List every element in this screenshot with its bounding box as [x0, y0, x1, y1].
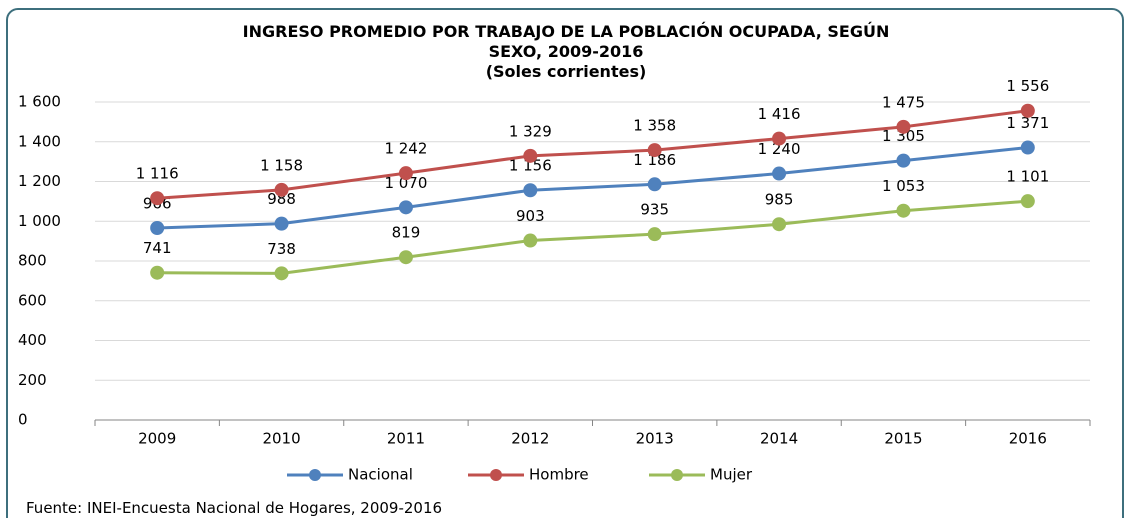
title-block: INGRESO PROMEDIO POR TRABAJO DE LA POBLA… [0, 22, 1132, 82]
data-label: 985 [765, 191, 794, 209]
point [896, 153, 911, 168]
data-label: 903 [516, 207, 545, 225]
legend-marker [671, 469, 683, 481]
data-label: 1 556 [1006, 77, 1049, 95]
y-tick-label: 1 000 [18, 212, 61, 230]
point [274, 216, 289, 231]
point [523, 233, 538, 248]
point [772, 131, 787, 146]
series-line [157, 146, 1028, 230]
y-tick-label: 200 [18, 371, 47, 389]
point [896, 119, 911, 134]
point [150, 191, 165, 206]
point [772, 166, 787, 181]
point [1020, 194, 1035, 209]
point [274, 266, 289, 281]
data-label: 1 475 [882, 93, 925, 111]
point [398, 166, 413, 181]
y-tick-label: 1 200 [18, 172, 61, 190]
data-label: 741 [143, 239, 172, 257]
chart-subtitle: (Soles corrientes) [485, 62, 647, 81]
legend-label: Mujer [710, 466, 753, 484]
data-label: 1 329 [509, 122, 552, 140]
point [647, 227, 662, 242]
data-label: 1 070 [384, 174, 427, 192]
data-label: 1 158 [260, 156, 303, 174]
y-tick-label: 1 400 [18, 132, 61, 150]
data-label: 1 358 [633, 117, 676, 135]
series-line [157, 109, 1029, 200]
data-label: 935 [640, 201, 669, 219]
data-label: 988 [267, 190, 296, 208]
point [647, 177, 662, 192]
point [1020, 140, 1035, 155]
data-label: 1 053 [882, 177, 925, 195]
data-label: 1 416 [758, 105, 801, 123]
point [150, 265, 165, 280]
y-tick-label: 400 [18, 331, 47, 349]
data-label: 1 371 [1006, 114, 1049, 132]
x-tick-label: 2012 [511, 430, 549, 448]
point [398, 250, 413, 265]
y-tick-label: 0 [18, 411, 28, 429]
data-label: 1 101 [1006, 168, 1049, 186]
legend-marker [309, 469, 321, 481]
legend-marker [490, 469, 502, 481]
legend-label: Hombre [529, 466, 589, 484]
x-tick-label: 2011 [387, 430, 425, 448]
x-tick-label: 2010 [262, 430, 300, 448]
data-label: 1 242 [384, 140, 427, 158]
point [1020, 103, 1035, 118]
data-label: 1 240 [758, 140, 801, 158]
y-tick-label: 800 [18, 252, 47, 270]
x-tick-label: 2013 [636, 430, 674, 448]
point [896, 203, 911, 218]
data-label: 1 116 [136, 165, 179, 183]
x-tick-label: 2016 [1009, 430, 1047, 448]
data-label: 1 186 [633, 151, 676, 169]
x-tick-label: 2014 [760, 430, 798, 448]
x-tick-label: 2015 [884, 430, 922, 448]
x-tick-label: 2009 [138, 430, 176, 448]
point [772, 217, 787, 232]
legend-label: Nacional [348, 466, 413, 484]
point [523, 183, 538, 198]
source-note: Fuente: INEI-Encuesta Nacional de Hogare… [26, 499, 443, 517]
point [523, 148, 538, 163]
data-label: 819 [392, 224, 421, 242]
point [647, 143, 662, 158]
point [150, 221, 165, 236]
chart-title: INGRESO PROMEDIO POR TRABAJO DE LA POBLA… [242, 22, 890, 61]
data-label: 1 305 [882, 127, 925, 145]
point [274, 182, 289, 197]
y-tick-label: 600 [18, 291, 47, 309]
series-line [157, 199, 1028, 275]
point [398, 200, 413, 215]
data-label: 1 156 [509, 157, 552, 175]
data-label: 738 [267, 240, 296, 258]
y-tick-label: 1 600 [18, 93, 61, 111]
frame [6, 8, 1124, 518]
